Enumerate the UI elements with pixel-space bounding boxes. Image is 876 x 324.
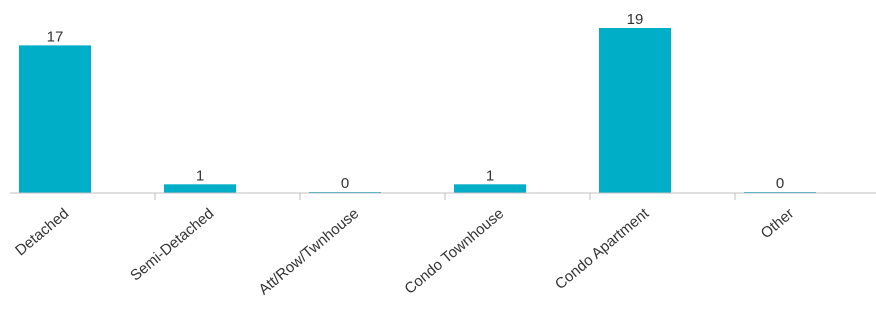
bar-condo-townhouse xyxy=(454,184,526,193)
x-tick-label: Other xyxy=(758,205,798,242)
bar-detached xyxy=(19,45,91,193)
x-tick-label: Semi-Detached xyxy=(127,205,217,284)
bars-group xyxy=(19,28,816,193)
x-axis xyxy=(10,192,876,200)
x-tick-label: Att/Row/Twnhouse xyxy=(256,205,363,298)
bar-semi-detached xyxy=(164,184,236,193)
x-tick-label: Condo Apartment xyxy=(552,204,653,293)
data-label: 1 xyxy=(486,167,494,184)
data-label: 0 xyxy=(341,175,349,192)
data-labels-group: 17 1 0 1 19 0 xyxy=(47,11,785,192)
data-label: 1 xyxy=(196,167,204,184)
bar-condo-apartment xyxy=(599,28,671,193)
x-tick-label: Condo Townhouse xyxy=(401,205,507,298)
data-label: 19 xyxy=(627,11,644,28)
data-label: 0 xyxy=(776,175,784,192)
data-label: 17 xyxy=(47,28,64,45)
x-tick-labels-group: Detached Semi-Detached Att/Row/Twnhouse Con… xyxy=(12,204,797,298)
x-tick-label: Detached xyxy=(12,205,72,259)
